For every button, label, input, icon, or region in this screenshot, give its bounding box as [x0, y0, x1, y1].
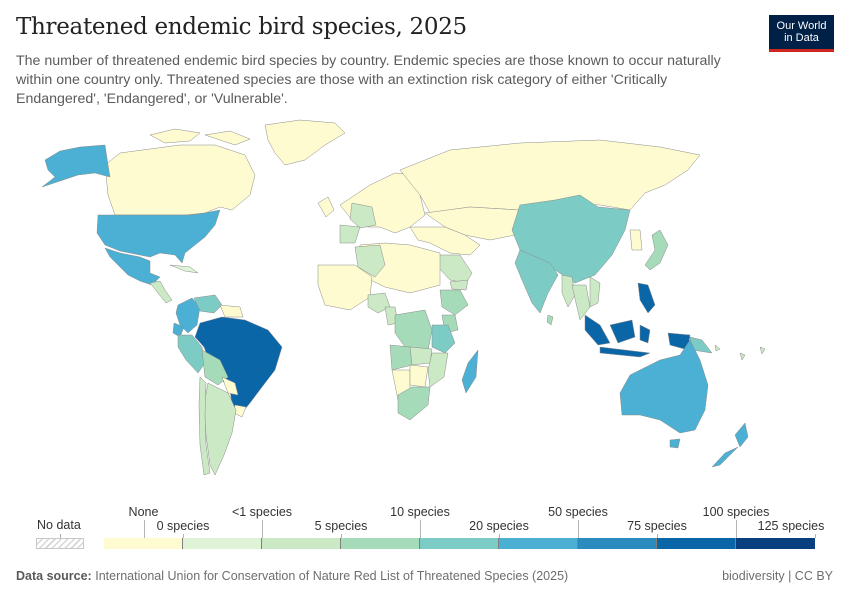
owid-logo[interactable]: Our World in Data: [769, 15, 834, 52]
region-guianas[interactable]: [219, 304, 244, 318]
footer-license[interactable]: biodiversity | CC BY: [722, 569, 833, 583]
legend-tick-7: [657, 534, 658, 538]
legend-label-1: 0 species: [156, 519, 210, 533]
legend-bin-0[interactable]: [104, 538, 183, 549]
legend-tick-5: [499, 534, 500, 538]
region-india[interactable]: [514, 249, 559, 314]
region-bolivia[interactable]: [201, 349, 229, 386]
legend-no-data-tick: [60, 534, 61, 538]
legend-bin-8[interactable]: [736, 538, 815, 549]
legend-label-6: 50 species: [548, 505, 608, 519]
legend-bin-4[interactable]: [420, 538, 499, 549]
legend-label-4: 10 species: [390, 505, 450, 519]
region-colombia[interactable]: [175, 297, 201, 334]
region-canada[interactable]: [104, 128, 256, 216]
region-australia[interactable]: [619, 339, 709, 449]
region-sri-lanka[interactable]: [546, 314, 554, 326]
legend-tick-4: [420, 520, 421, 538]
chart-subtitle: The number of threatened endemic bird sp…: [16, 53, 721, 107]
legend-tick-2: [262, 520, 263, 538]
region-new-zealand[interactable]: [711, 422, 749, 468]
data-source-text[interactable]: International Union for Conservation of …: [95, 569, 569, 583]
region-south-africa[interactable]: [397, 386, 431, 421]
region-botswana[interactable]: [409, 364, 429, 388]
legend-no-data-label: No data: [37, 518, 81, 532]
data-source: Data source: International Union for Con…: [16, 569, 568, 583]
region-myanmar[interactable]: [561, 274, 576, 308]
region-peru[interactable]: [177, 334, 206, 374]
legend-bin-3[interactable]: [341, 538, 420, 549]
region-saudi-arabia[interactable]: [437, 254, 473, 284]
region-yemen[interactable]: [449, 279, 469, 291]
legend-bin-2[interactable]: [262, 538, 341, 549]
region-mexico[interactable]: [104, 247, 161, 286]
region-france[interactable]: [349, 202, 377, 229]
region-cuba[interactable]: [169, 264, 199, 274]
legend-tick-6: [578, 520, 579, 538]
region-mozambique[interactable]: [427, 352, 449, 388]
region-madagascar[interactable]: [461, 349, 479, 394]
world-map: [41, 119, 766, 476]
legend-no-data-swatch[interactable]: [36, 538, 84, 549]
region-zambia[interactable]: [409, 346, 433, 366]
data-source-label: Data source:: [16, 569, 92, 583]
region-thailand[interactable]: [571, 284, 591, 321]
region-middle-east[interactable]: [409, 226, 481, 256]
region-philippines[interactable]: [637, 282, 656, 314]
region-paraguay[interactable]: [221, 376, 239, 396]
region-japan[interactable]: [644, 229, 669, 271]
chart-title: Threatened endemic bird species, 2025: [16, 14, 467, 40]
legend-tick-0: [143, 520, 145, 538]
legend-label-2: <1 species: [231, 505, 293, 519]
legend-tick-9: [815, 534, 816, 538]
region-venezuela[interactable]: [193, 294, 223, 314]
region-central-america[interactable]: [149, 280, 173, 304]
logo-line-1: Our World: [776, 20, 827, 32]
legend-label-8: 100 species: [702, 505, 770, 519]
region-algeria[interactable]: [354, 244, 386, 278]
region-vietnam[interactable]: [589, 276, 601, 308]
legend-label-3: 5 species: [314, 519, 368, 533]
region-greenland[interactable]: [264, 119, 346, 166]
legend-tick-3: [341, 534, 342, 538]
region-indonesia[interactable]: [584, 314, 691, 358]
legend-bin-1[interactable]: [183, 538, 262, 549]
region-west-africa[interactable]: [317, 264, 373, 311]
legend-label-9: 125 species: [757, 519, 825, 533]
region-ethiopia[interactable]: [439, 289, 469, 316]
legend-bin-6[interactable]: [578, 538, 657, 549]
legend-label-7: 75 species: [627, 519, 687, 533]
region-alaska[interactable]: [41, 144, 111, 188]
legend-bin-5[interactable]: [499, 538, 578, 549]
logo-line-2: in Data: [784, 32, 819, 44]
region-chile[interactable]: [198, 376, 211, 476]
region-pacific-islands[interactable]: [714, 344, 766, 361]
region-united-states[interactable]: [96, 209, 221, 264]
legend-color-bar: [104, 538, 815, 549]
legend-tick-8: [736, 520, 737, 538]
legend-label-5: 20 species: [469, 519, 529, 533]
region-dr-congo[interactable]: [394, 309, 433, 351]
region-nigeria[interactable]: [367, 292, 391, 314]
legend-bin-7[interactable]: [657, 538, 736, 549]
region-iberia[interactable]: [339, 224, 361, 244]
legend-tick-1: [183, 534, 184, 538]
legend-label-0: None: [128, 505, 159, 519]
region-tanzania[interactable]: [431, 324, 456, 354]
region-angola[interactable]: [389, 344, 413, 371]
region-korea[interactable]: [629, 229, 643, 251]
